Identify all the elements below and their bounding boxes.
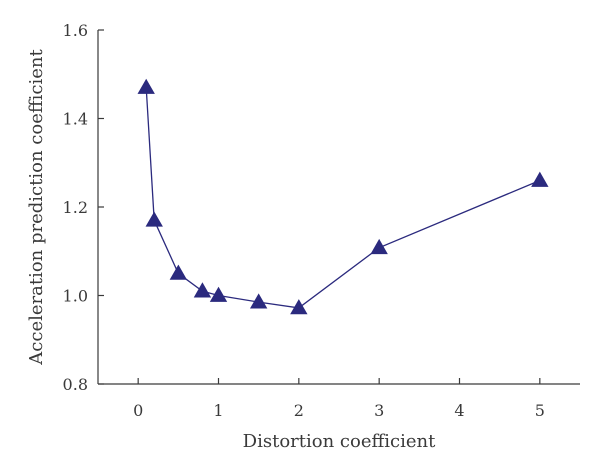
y-tick-label: 1.4 [63, 110, 88, 129]
x-axis-title: Distortion coefficient [243, 431, 436, 452]
data-point-triangle [370, 238, 388, 255]
y-tick-label: 1.6 [63, 21, 88, 40]
data-point-triangle [209, 286, 228, 302]
data-point-triangle [249, 293, 268, 309]
y-tick-label: 1.2 [63, 198, 88, 217]
x-tick-label: 2 [294, 401, 304, 420]
y-axis-ticks: 0.8 1.0 1.2 1.4 1.6 [63, 21, 104, 394]
data-point-triangle [290, 299, 308, 315]
y-tick-label: 0.8 [63, 375, 88, 394]
y-axis-title: Acceleration prediction coefficient [26, 49, 47, 366]
data-point-triangle [137, 78, 155, 94]
x-tick-label: 4 [454, 401, 464, 420]
x-axis-ticks: 0 1 2 3 4 5 [133, 378, 545, 420]
x-tick-label: 3 [374, 401, 384, 420]
x-tick-label: 1 [213, 401, 223, 420]
data-point-triangle [169, 264, 188, 280]
data-point-triangle [193, 282, 212, 298]
data-point-triangle [145, 211, 163, 227]
x-tick-label: 5 [535, 401, 545, 420]
data-point-triangle [531, 171, 549, 187]
x-tick-label: 0 [133, 401, 143, 420]
series-line [145, 87, 541, 309]
y-tick-label: 1.0 [63, 287, 88, 306]
plot-area: 0 1 2 3 4 5 0.8 1.0 1.2 1.4 1.6 [63, 21, 580, 420]
series-layer [137, 78, 549, 315]
